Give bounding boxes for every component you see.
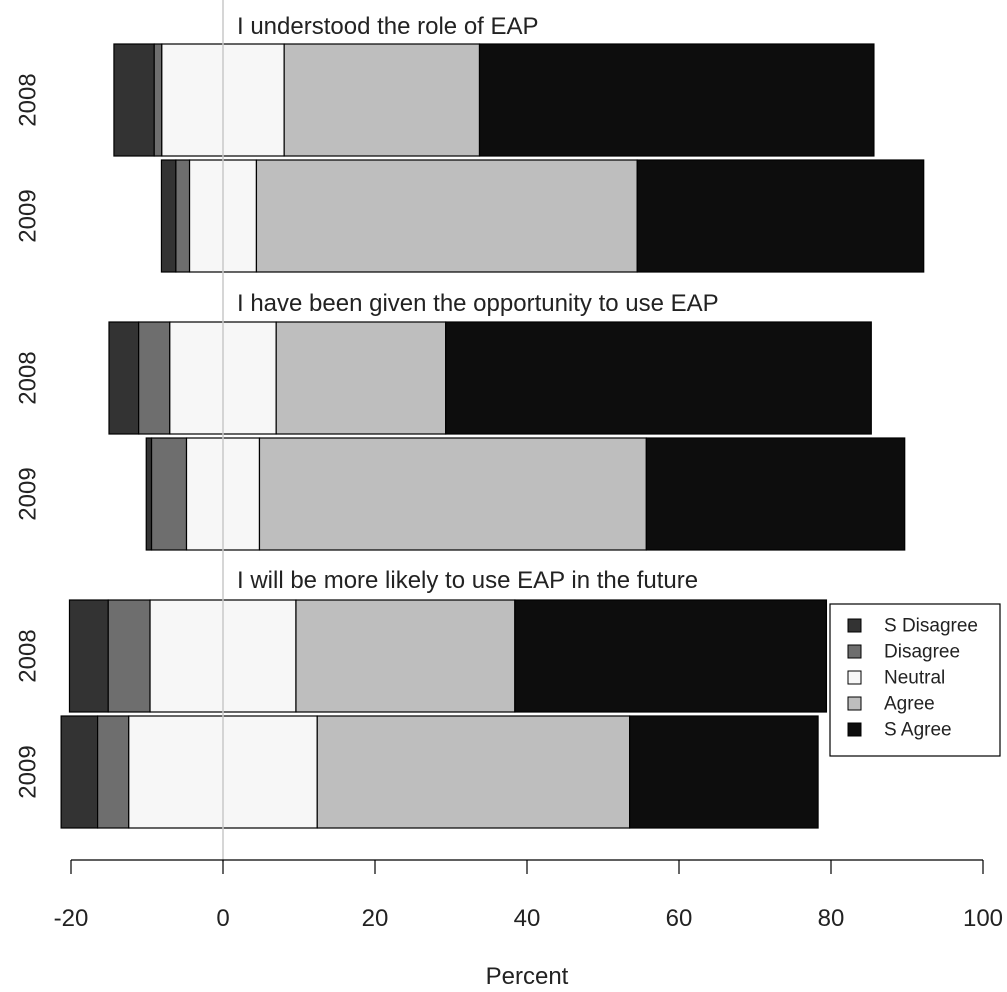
bar-segment (113, 43, 155, 157)
legend-label: S Disagree (884, 616, 978, 637)
year-label: 2009 (15, 745, 42, 798)
labels-layer: I understood the role of EAP 2008 2009 I ha… (15, 13, 719, 799)
legend-label: Neutral (884, 668, 945, 689)
legend: S Disagree Disagree Neutral Agree S Agree (829, 603, 1001, 757)
x-tick-label: 20 (362, 905, 389, 932)
bar-segment (160, 159, 177, 273)
legend-label: Agree (884, 694, 935, 715)
bar-segment (153, 43, 163, 157)
bar-segment (258, 437, 647, 551)
legend-swatch (847, 670, 862, 685)
x-tick-label: 60 (666, 905, 693, 932)
bar-segment (150, 437, 188, 551)
x-tick-label: 0 (216, 905, 229, 932)
bar-segment (108, 321, 140, 435)
panel-title: I understood the role of EAP (237, 13, 539, 40)
x-tick-label: 100 (963, 905, 1003, 932)
legend-label: Disagree (884, 642, 960, 663)
bar-segment (107, 599, 151, 713)
panel-title: I have been given the opportunity to use… (237, 290, 719, 317)
bar-segment (96, 715, 130, 829)
x-tick-label: 40 (514, 905, 541, 932)
bars-layer (60, 43, 925, 829)
year-label: 2008 (15, 351, 42, 404)
bar-segment (478, 43, 875, 157)
bar-segment (628, 715, 819, 829)
legend-swatch (847, 618, 862, 633)
bar-segment (316, 715, 631, 829)
x-tick-label: 80 (818, 905, 845, 932)
panel-title: I will be more likely to use EAP in the … (237, 567, 698, 594)
year-label: 2009 (15, 189, 42, 242)
legend-swatch (847, 644, 862, 659)
bar-segment (60, 715, 99, 829)
bar-segment (514, 599, 828, 713)
legend-label: S Agree (884, 720, 952, 741)
year-label: 2008 (15, 629, 42, 682)
bar-segment (275, 321, 447, 435)
bar-segment (255, 159, 638, 273)
bar-segment (645, 437, 906, 551)
bar-segment (283, 43, 481, 157)
bar-segment (445, 321, 872, 435)
x-tick-label: -20 (54, 905, 89, 932)
bar-segment (138, 321, 171, 435)
bar-segment (636, 159, 925, 273)
bar-segment (68, 599, 109, 713)
legend-swatch (847, 696, 862, 711)
bar-segment (295, 599, 516, 713)
legend-swatch (847, 722, 862, 737)
x-axis-title: Percent (486, 963, 569, 990)
year-label: 2009 (15, 467, 42, 520)
x-axis: -20 0 20 40 60 80 100 (54, 859, 1003, 932)
bar-segment (145, 437, 153, 551)
year-label: 2008 (15, 73, 42, 126)
bar-segment (175, 159, 191, 273)
